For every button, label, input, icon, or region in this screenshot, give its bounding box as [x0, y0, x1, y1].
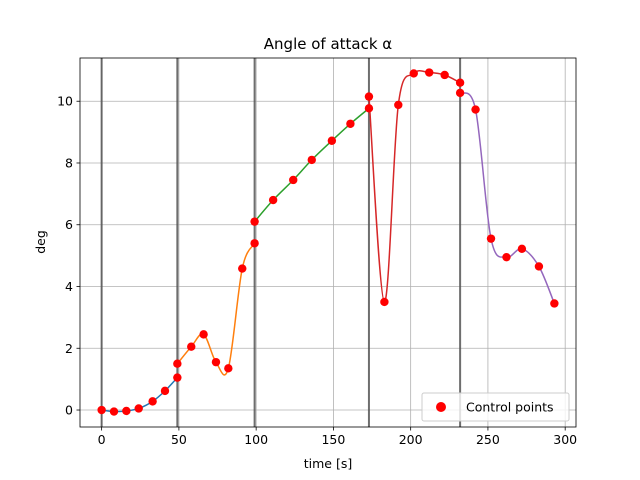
- control-point: [364, 104, 374, 113]
- x-tick-label: 50: [171, 432, 187, 447]
- x-tick-label: 150: [321, 432, 345, 447]
- control-point: [455, 78, 465, 87]
- control-point: [268, 195, 278, 205]
- control-point: [364, 92, 374, 101]
- x-tick-label: 0: [98, 432, 106, 447]
- x-tick-label: 250: [476, 432, 500, 447]
- control-point: [471, 105, 480, 114]
- legend-box: [421, 392, 570, 422]
- chart-title: Angle of attack α: [264, 35, 393, 53]
- control-point: [409, 69, 418, 78]
- control-point: [380, 297, 389, 307]
- x-axis-label: time [s]: [304, 456, 352, 471]
- control-point: [122, 406, 131, 416]
- control-point: [502, 252, 511, 262]
- control-point: [134, 404, 143, 413]
- control-point: [455, 88, 465, 98]
- y-axis-ticks: 0 2 4 6 8 10: [57, 94, 80, 418]
- control-point: [224, 364, 233, 373]
- control-point: [486, 234, 496, 243]
- legend-entry-control-points: Control points: [466, 400, 554, 415]
- control-point: [199, 330, 208, 339]
- y-tick-label: 6: [65, 217, 73, 232]
- control-point: [250, 217, 259, 226]
- control-point: [307, 155, 316, 165]
- control-point: [534, 262, 544, 271]
- control-point: [173, 373, 182, 382]
- control-point: [187, 342, 196, 351]
- y-tick-label: 8: [65, 155, 73, 170]
- series-lines: [101, 69, 556, 413]
- legend: Control points: [421, 392, 570, 422]
- x-tick-label: 300: [553, 432, 577, 447]
- control-point: [550, 299, 559, 308]
- series-line-5: [459, 92, 556, 304]
- control-point: [250, 239, 259, 248]
- control-point: [160, 386, 170, 396]
- control-point: [211, 357, 221, 367]
- segment-boundaries: [100, 58, 462, 427]
- control-point: [289, 175, 298, 185]
- y-axis-label: deg: [33, 230, 48, 254]
- y-tick-label: 2: [65, 341, 73, 356]
- control-point: [346, 119, 355, 128]
- control-point: [394, 100, 403, 110]
- control-point: [425, 68, 434, 77]
- control-point: [97, 405, 106, 415]
- control-points: [97, 68, 559, 416]
- control-point: [238, 264, 247, 273]
- y-tick-label: 4: [65, 279, 73, 294]
- x-tick-label: 100: [244, 432, 268, 447]
- control-point: [517, 244, 527, 254]
- series-line-4: [368, 69, 461, 303]
- x-axis-ticks: 0 50 100 150 200 250 300: [98, 427, 577, 447]
- legend-marker: [436, 402, 446, 412]
- plot-frame: [79, 57, 577, 428]
- x-tick-label: 200: [399, 432, 423, 447]
- series-line-2: [176, 242, 256, 376]
- control-point: [173, 359, 182, 368]
- y-tick-label: 0: [65, 403, 73, 418]
- control-point: [109, 407, 119, 416]
- y-tick-label: 10: [57, 94, 73, 109]
- grid: [80, 58, 576, 427]
- control-point: [148, 397, 157, 406]
- control-point: [327, 136, 337, 145]
- control-point: [440, 70, 449, 80]
